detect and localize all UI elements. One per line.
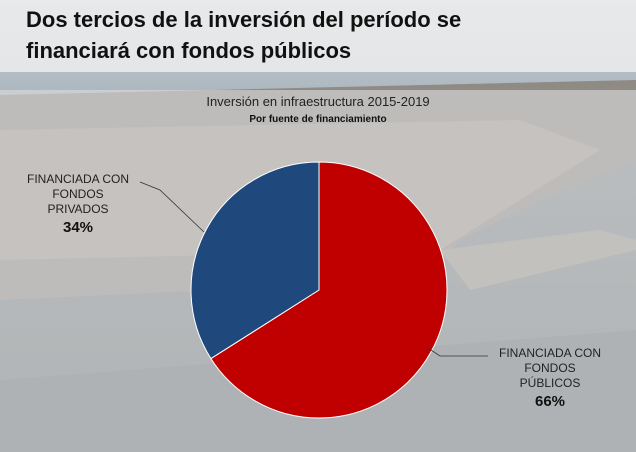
chart-title: Inversión en infraestructura 2015-2019 — [206, 94, 430, 109]
slice-label-privados: FINANCIADA CON FONDOS PRIVADOS 34% — [8, 172, 148, 235]
leader-line-publicos — [427, 347, 488, 357]
slice-label-privados-line-3: PRIVADOS — [47, 202, 109, 216]
headline-line-1: Dos tercios de la inversión del período … — [26, 7, 462, 32]
slice-label-publicos-line-1: FINANCIADA CON — [498, 346, 601, 360]
headline: Dos tercios de la inversión del período … — [26, 4, 626, 66]
chart-subtitle: Por fuente de financiamiento — [249, 114, 387, 125]
leader-line-privados — [139, 181, 205, 233]
slice-label-publicos: FINANCIADA CON FONDOS PÚBLICOS 66% — [480, 346, 620, 409]
headline-line-2: financiará con fondos públicos — [26, 38, 352, 63]
slice-value-privados: 34% — [62, 219, 94, 236]
slice-label-privados-line-2: FONDOS — [52, 187, 104, 201]
slice-value-publicos: 66% — [534, 393, 566, 410]
headline-panel — [0, 0, 636, 72]
slice-label-privados-line-1: FINANCIADA CON — [26, 172, 129, 186]
pie-slice-privados — [190, 161, 320, 360]
pie-slice-publicos — [210, 161, 448, 419]
slice-label-publicos-line-3: PÚBLICOS — [519, 376, 581, 390]
slice-label-publicos-line-2: FONDOS — [524, 361, 576, 375]
